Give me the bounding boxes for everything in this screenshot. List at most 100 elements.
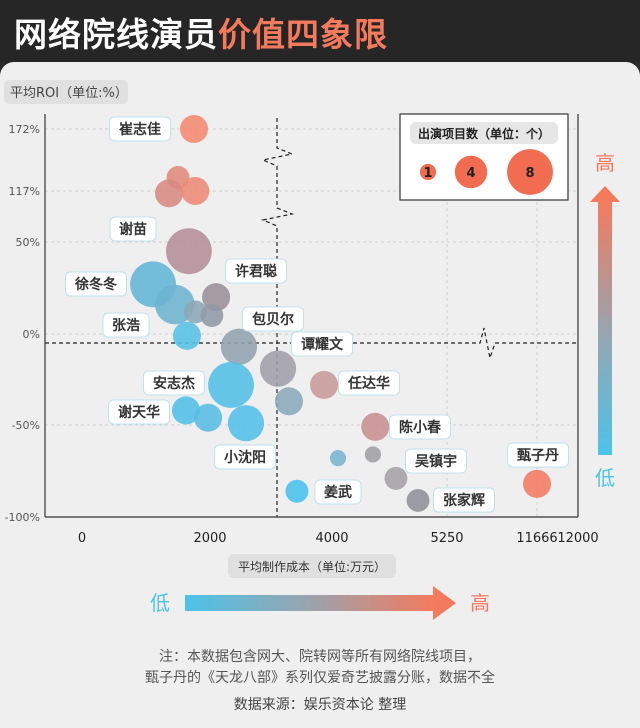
bubble-point bbox=[220, 328, 258, 365]
bubble-label: 张家辉 bbox=[433, 487, 495, 513]
label-text: 陈小春 bbox=[399, 419, 442, 436]
cost-scale-bar bbox=[185, 595, 435, 611]
roi-color-scale: 高 低 bbox=[590, 151, 620, 490]
label-box bbox=[314, 479, 362, 505]
x-tick-label: 12000 bbox=[557, 531, 598, 546]
label-box bbox=[242, 306, 304, 332]
x-axis-title: 平均制作成本（单位:万元） bbox=[228, 554, 396, 578]
label-text: 谢苗 bbox=[119, 221, 147, 238]
label-text: 包贝尔 bbox=[252, 311, 294, 328]
label-text: 小沈阳 bbox=[224, 449, 266, 466]
cost-scale-low-label: 低 bbox=[150, 591, 170, 615]
label-text: 张浩 bbox=[112, 317, 140, 334]
cost-scale-high-label: 高 bbox=[470, 591, 490, 615]
label-box bbox=[108, 399, 170, 425]
y-tick-label: -50% bbox=[12, 419, 40, 432]
y-axis-title: 平均ROI（单位:%） bbox=[4, 80, 128, 104]
label-text: 吴镇宇 bbox=[415, 453, 457, 470]
label-text: 甄子丹 bbox=[517, 448, 559, 464]
x-tick-label: 2000 bbox=[193, 531, 226, 546]
legend-size-label: 8 bbox=[525, 166, 534, 181]
legend-bubble bbox=[507, 149, 553, 195]
bubble-point bbox=[172, 321, 201, 350]
bubble-label: 包贝尔 bbox=[242, 306, 304, 332]
bubble-point bbox=[384, 466, 408, 490]
note-line-2: 甄子丹的《天龙八部》系列仅爱奇艺披露分账，数据不全 bbox=[145, 670, 495, 686]
label-text: 崔志佳 bbox=[119, 121, 161, 138]
horizontal-quadrant-line bbox=[45, 327, 578, 361]
size-legend: 出演项目数（单位：个） 1 4 8 bbox=[399, 113, 569, 201]
bubble-point bbox=[522, 469, 552, 498]
y-tick-label: 117% bbox=[9, 185, 40, 198]
color-scale-high-label: 高 bbox=[595, 151, 615, 175]
bubble-label: 甄子丹 bbox=[507, 442, 569, 468]
label-text: 谭耀文 bbox=[301, 336, 344, 353]
label-box bbox=[65, 271, 127, 297]
bubble-point bbox=[274, 387, 304, 416]
bubble-point bbox=[285, 479, 309, 503]
bubble-point bbox=[364, 446, 382, 463]
label-box bbox=[143, 370, 205, 396]
bubble-point bbox=[227, 405, 265, 442]
label-box bbox=[109, 116, 171, 142]
label-text: 许君聪 bbox=[235, 263, 277, 280]
x-tick-label: 11666 bbox=[516, 531, 557, 546]
bubble-label: 崔志佳 bbox=[109, 116, 171, 142]
label-box bbox=[389, 414, 451, 440]
svg-text:平均ROI（单位:%）: 平均ROI（单位:%） bbox=[10, 86, 128, 101]
label-box bbox=[405, 448, 467, 474]
bubble-label: 谢天华 bbox=[108, 399, 170, 425]
label-box bbox=[214, 444, 276, 470]
title-main: 网络院线演员 bbox=[14, 15, 218, 54]
bubble-point bbox=[259, 350, 297, 387]
arrow-up-icon bbox=[590, 186, 620, 202]
x-tick-label: 0 bbox=[78, 531, 86, 546]
bubble-point bbox=[165, 228, 212, 275]
arrow-right-icon bbox=[433, 586, 456, 620]
bubble-point bbox=[171, 396, 201, 425]
legend-bubble bbox=[419, 163, 437, 181]
bubble-label: 张浩 bbox=[102, 312, 150, 338]
cost-color-scale: 低 高 bbox=[150, 586, 490, 620]
bubble-point bbox=[310, 370, 339, 399]
legend-title: 出演项目数（单位：个） bbox=[418, 126, 550, 141]
note-line-1: 注：本数据包含网大、院转网等所有网络院线项目， bbox=[159, 649, 481, 665]
x-tick-label: 5250 bbox=[430, 531, 463, 546]
label-text: 任达华 bbox=[347, 375, 390, 392]
bubble-point bbox=[406, 488, 430, 512]
bubble-point bbox=[329, 450, 347, 467]
label-box bbox=[109, 216, 157, 242]
label-box bbox=[225, 258, 287, 284]
bubble-label: 谢苗 bbox=[109, 216, 157, 242]
bubble-point bbox=[155, 179, 184, 208]
legend-size-label: 1 bbox=[423, 166, 432, 181]
bubble-label: 吴镇宇 bbox=[405, 448, 467, 474]
label-box bbox=[338, 370, 400, 396]
bubble-label: 安志杰 bbox=[143, 370, 205, 396]
label-box bbox=[291, 331, 353, 357]
header: 网络院线演员价值四象限 bbox=[0, 0, 640, 62]
data-source: 数据来源：娱乐资本论 整理 bbox=[233, 697, 407, 713]
color-scale-low-label: 低 bbox=[595, 466, 615, 490]
bubble-point bbox=[181, 176, 210, 206]
y-tick-label: 172% bbox=[9, 123, 40, 136]
label-text: 安志杰 bbox=[153, 375, 195, 392]
bubble-label: 谭耀文 bbox=[291, 331, 353, 357]
label-box bbox=[507, 442, 569, 468]
y-tick-label: -100% bbox=[5, 511, 40, 524]
label-box bbox=[102, 312, 150, 338]
bubble-label: 陈小春 bbox=[389, 414, 451, 440]
vertical-quadrant-line bbox=[261, 118, 295, 517]
label-text: 徐冬冬 bbox=[74, 276, 117, 293]
bubble-label: 姜武 bbox=[314, 479, 362, 505]
legend-size-label: 4 bbox=[466, 166, 475, 181]
bubble-label: 小沈阳 bbox=[214, 444, 276, 470]
y-tick-label: 0% bbox=[23, 328, 40, 341]
y-tick-label: 50% bbox=[16, 236, 40, 249]
legend-bubble bbox=[454, 155, 488, 189]
label-text: 谢天华 bbox=[118, 404, 160, 421]
x-tick-label: 4000 bbox=[315, 531, 348, 546]
bubble-point bbox=[208, 362, 254, 408]
color-scale-bar bbox=[598, 200, 612, 455]
